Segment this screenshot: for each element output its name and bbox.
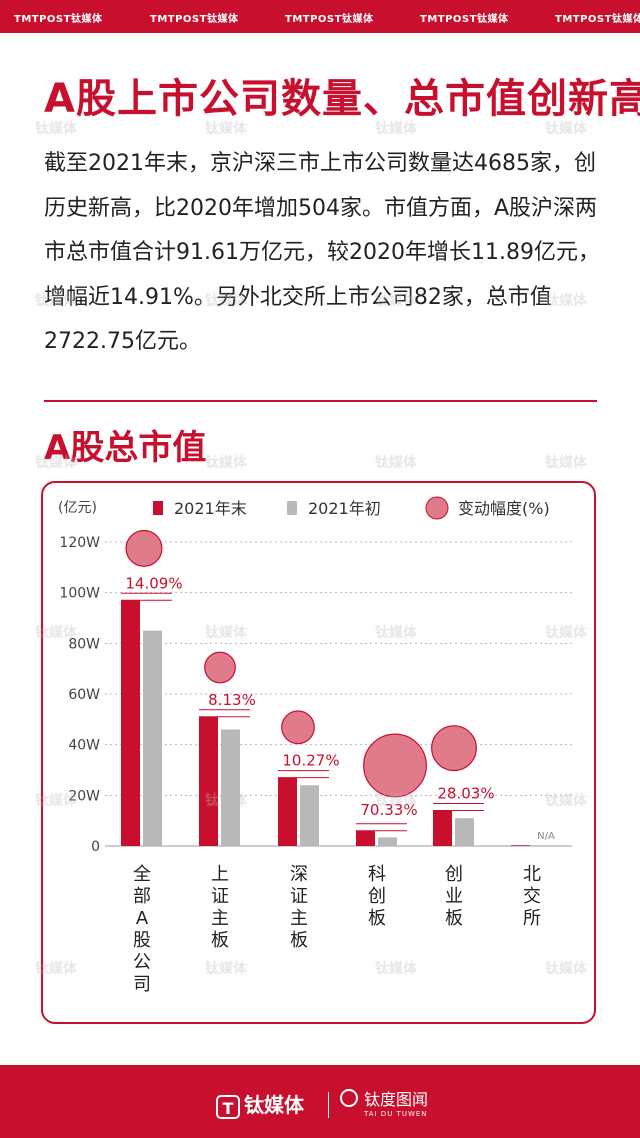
legend-label-2021-start: 2021年初 — [308, 499, 381, 518]
x-tick-label: 科创板 — [368, 864, 386, 929]
top-banner: TMTPOST钛媒体 TMTPOST钛媒体 TMTPOST钛媒体 TMTPOST… — [0, 0, 640, 33]
bar-2021-end — [511, 845, 530, 846]
watermark-logo: 钛媒体 — [35, 961, 77, 977]
footer-banner — [0, 1065, 640, 1138]
x-tick-label: 全部 A 股公司 — [133, 864, 151, 995]
watermark-logo: 钛媒体 — [545, 625, 587, 641]
eye-icon — [340, 1089, 358, 1107]
chart-card — [41, 481, 596, 1024]
top-watermark: TMTPOST钛媒体 — [14, 14, 103, 25]
watermark-logo: 钛媒体 — [375, 293, 417, 309]
page-title: A股上市公司数量、总市值创新高 — [44, 76, 640, 122]
change-bubble — [431, 725, 477, 772]
watermark-logo: 钛媒体 — [375, 121, 417, 137]
bar-2021-end — [433, 810, 452, 846]
bar-2021-end — [199, 716, 218, 846]
tmtpost-logo-icon: T — [216, 1094, 240, 1119]
watermark-logo: 钛媒体 — [35, 121, 77, 137]
footer-separator — [328, 1092, 329, 1118]
watermark-logo: 钛媒体 — [205, 121, 247, 137]
top-watermark: TMTPOST钛媒体 — [555, 14, 640, 25]
legend-label-change: 变动幅度(%) — [458, 499, 550, 518]
change-bubble — [363, 733, 427, 798]
change-bubble — [125, 529, 163, 567]
summary-paragraph: 截至2021年末，京沪深三市上市公司数量达4685家，创历史新高，比2020年增… — [44, 151, 600, 354]
y-tick-label: 120W — [59, 535, 100, 551]
y-tick-label: 0 — [91, 839, 100, 855]
footer-logo-taidu: 钛度图闻 TAI DU TUWEN — [340, 1086, 429, 1118]
change-bubble — [204, 651, 236, 684]
legend-swatch-2021-start — [287, 501, 297, 515]
footer-sublogo-text: 钛度图闻 — [364, 1090, 429, 1109]
y-tick-label: 40W — [68, 738, 100, 754]
y-tick-label: 80W — [68, 636, 100, 652]
watermark-logo: 钛媒体 — [35, 293, 77, 309]
y-tick-label: 20W — [68, 788, 100, 804]
bar-2021-end — [356, 830, 375, 846]
watermark-logo: 钛媒体 — [545, 293, 587, 309]
change-label: 14.09% — [125, 574, 182, 592]
bar-2021-end — [278, 777, 297, 846]
watermark-logo: 钛媒体 — [205, 455, 247, 471]
watermark-logo: 钛媒体 — [545, 793, 587, 809]
watermark-logo: 钛媒体 — [545, 961, 587, 977]
change-bubble — [281, 710, 315, 745]
watermark-logo: 钛媒体 — [35, 793, 77, 809]
change-label: N/A — [537, 831, 555, 842]
bar-2021-end — [121, 600, 140, 846]
top-watermark: TMTPOST钛媒体 — [420, 14, 509, 25]
change-label: 28.03% — [437, 785, 494, 803]
watermark-logo: 钛媒体 — [375, 793, 417, 809]
bar-chart: 0 20W 40W 60W 80W 100W 120W (亿元) 2021年末 2021年初 变动幅… — [58, 496, 572, 995]
bar-2021-start — [221, 729, 240, 846]
change-label: 70.33% — [360, 801, 417, 819]
bar-2021-start — [143, 630, 162, 846]
unit-label: (亿元) — [58, 500, 97, 516]
watermark-logo: 钛媒体 — [205, 625, 247, 641]
watermark-logo: 钛媒体 — [375, 625, 417, 641]
x-tick-label: 北交所 — [523, 864, 541, 929]
watermark-logo: 钛媒体 — [205, 293, 247, 309]
footer-sublogo-en: TAI DU TUWEN — [364, 1110, 428, 1118]
legend-bubble — [425, 496, 449, 520]
bar-2021-start — [378, 837, 397, 846]
watermark-logo: 钛媒体 — [545, 455, 587, 471]
watermark-logo: 钛媒体 — [205, 793, 247, 809]
y-tick-label: 100W — [59, 586, 100, 602]
legend-label-2021-end: 2021年末 — [174, 499, 247, 518]
watermark-logo: 钛媒体 — [375, 961, 417, 977]
change-label: 10.27% — [282, 752, 339, 770]
x-tick-label: 创业板 — [445, 864, 463, 929]
watermark-logo: 钛媒体 — [205, 961, 247, 977]
footer-logo-text: 钛媒体 — [244, 1093, 304, 1117]
bar-2021-start — [300, 785, 319, 846]
change-label: 8.13% — [208, 691, 256, 709]
bar-2021-start — [455, 818, 474, 846]
watermark-logo: 钛媒体 — [375, 455, 417, 471]
watermark-logo: 钛媒体 — [35, 625, 77, 641]
x-tick-label: 深证主板 — [290, 864, 308, 951]
legend-swatch-2021-end — [153, 501, 163, 515]
watermark-logo: 钛媒体 — [35, 455, 77, 471]
watermark-logo: 钛媒体 — [545, 121, 587, 137]
top-watermark: TMTPOST钛媒体 — [285, 14, 374, 25]
x-tick-label: 上证主板 — [211, 864, 229, 951]
y-tick-label: 60W — [68, 687, 100, 703]
chart-section-title: A股总市值 — [44, 428, 207, 468]
footer-logo-tmtpost: T 钛媒体 — [216, 1089, 304, 1119]
top-watermark: TMTPOST钛媒体 — [150, 14, 239, 25]
section-divider — [44, 400, 597, 402]
